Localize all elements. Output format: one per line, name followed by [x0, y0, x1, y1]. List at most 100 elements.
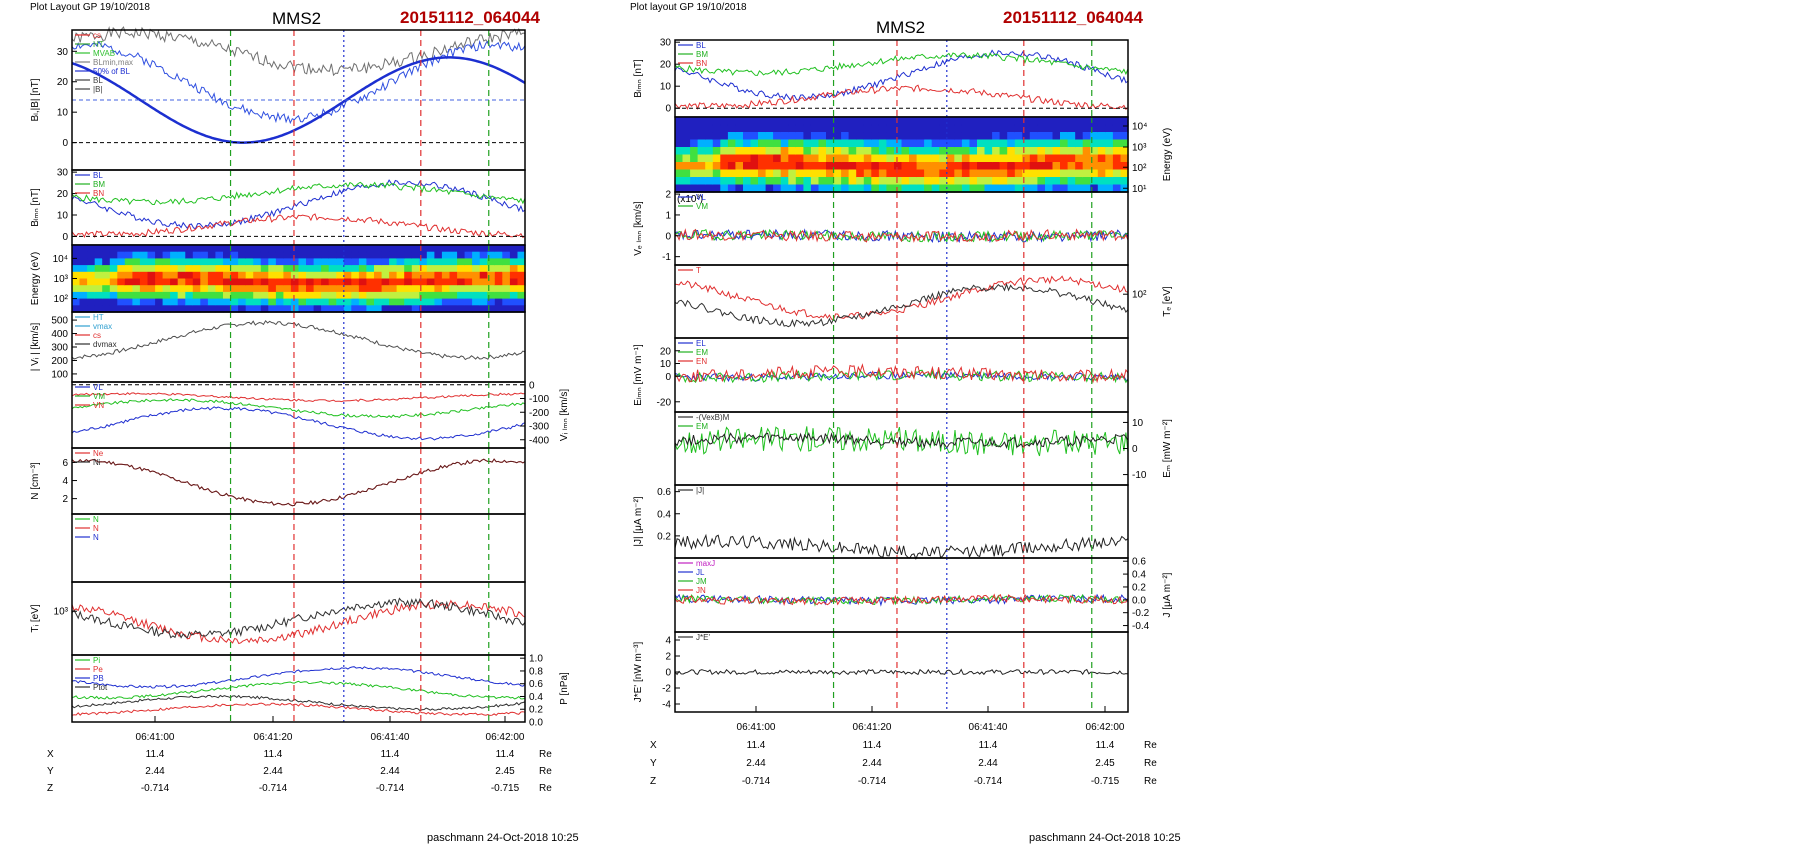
x-tick-label: 06:41:40 — [969, 722, 1008, 733]
panel-frame — [674, 484, 1129, 559]
x-tick-label: 06:41:40 — [371, 732, 410, 743]
coord-value: -0.714 — [376, 783, 405, 794]
series-bl — [71, 179, 526, 230]
y-tick-label: 20 — [660, 60, 672, 71]
y-tick-label: 0 — [665, 668, 671, 679]
series-em — [674, 426, 1129, 457]
y-axis-label: N [cm⁻³] — [30, 462, 41, 500]
coord-value: -0.714 — [974, 776, 1003, 787]
panel-spec_e: 10¹ 10² 10³ 10⁴ Energy (eV) — [674, 116, 1173, 195]
y-tick-label: 10³ — [54, 274, 69, 285]
coord-unit: Re — [1144, 740, 1157, 751]
y-axis-label: Vᵢ ₗₘₙ [km/s] — [559, 389, 570, 442]
y-tick-label: 10 — [660, 359, 672, 370]
legend-label: maxJ — [696, 559, 715, 568]
y-tick-label: -4 — [662, 700, 671, 711]
y-tick-label: -400 — [529, 435, 549, 446]
legend-label: JM — [696, 577, 707, 586]
y-tick-label: 20 — [57, 189, 69, 200]
y-tick-label: 0.4 — [529, 692, 543, 703]
y-axis-label: P [nPa] — [559, 672, 570, 705]
coord-value: 11.4 — [496, 749, 515, 760]
y-tick-label: 0.2 — [657, 531, 671, 542]
y-tick-label: 2 — [665, 652, 671, 663]
y-tick-label: 0.2 — [1132, 582, 1146, 593]
series-ti-par — [71, 599, 526, 645]
legend-label: vmax — [93, 322, 112, 331]
legend-label: EM — [696, 422, 708, 431]
series-vn — [674, 228, 1129, 243]
y-tick-label: 0 — [62, 138, 68, 149]
legend-label: T — [696, 266, 701, 275]
series--b- — [71, 25, 526, 77]
scale-note: (x10³) — [677, 194, 703, 205]
x-tick-label: 06:41:00 — [136, 732, 175, 743]
series-te-par — [674, 275, 1129, 321]
legend-label: MVAB — [93, 49, 115, 58]
coord-unit: Re — [539, 749, 552, 760]
series-ne — [71, 458, 526, 507]
y-tick-label: 10² — [1132, 290, 1147, 301]
y-tick-label: 0 — [665, 231, 671, 242]
legend-label: PB — [93, 674, 104, 683]
legend-label: cs — [93, 331, 101, 340]
legend-label: dvmax — [93, 340, 117, 349]
series-jm — [674, 593, 1129, 607]
coord-name: Z — [47, 783, 53, 794]
panel-frame — [674, 411, 1129, 486]
legend-label: BM — [93, 180, 105, 189]
y-tick-label: 10³ — [1132, 143, 1147, 154]
series-vn — [71, 392, 526, 403]
y-axis-label: Eₗₘₙ [mV m⁻¹] — [633, 344, 644, 406]
series-ptot — [71, 694, 526, 712]
series--vi- — [71, 319, 526, 361]
coord-value: 2.45 — [495, 766, 515, 777]
coord-name: Z — [650, 776, 656, 787]
y-tick-label: 0 — [1132, 444, 1138, 455]
legend-label: Pe — [93, 665, 103, 674]
legend-label: J*E' — [696, 633, 710, 642]
legend-label: Pi — [93, 656, 100, 665]
panel-nv: NNN — [71, 513, 526, 583]
coord-value: 11.4 — [979, 740, 998, 751]
coord-value: -0.714 — [858, 776, 887, 787]
y-tick-label: 30 — [57, 168, 69, 179]
left-layout-label: Plot Layout GP 19/10/2018 — [30, 2, 150, 13]
coord-unit: Re — [539, 783, 552, 794]
panel-frame — [71, 581, 526, 656]
coord-unit: Re — [1144, 758, 1157, 769]
y-axis-label: Vₑ ₗₘₙ [km/s] — [633, 201, 644, 256]
legend-label: |J| — [696, 486, 704, 495]
panel-frame — [71, 311, 526, 383]
y-axis-label: Energy (eV) — [30, 252, 41, 305]
x-tick-label: 06:41:20 — [254, 732, 293, 743]
y-tick-label: -200 — [529, 408, 549, 419]
legend-label: BM — [696, 50, 708, 59]
y-tick-label: 500 — [51, 316, 68, 327]
y-tick-label: 300 — [51, 343, 68, 354]
legend-label: N — [93, 533, 99, 542]
legend-label: 50% of BL — [93, 67, 130, 76]
coord-value: 11.4 — [146, 749, 165, 760]
y-tick-label: 100 — [51, 369, 68, 380]
y-axis-label: Eₘ [mW m⁻²] — [1162, 419, 1173, 478]
series-bm — [674, 51, 1129, 76]
series-em — [674, 369, 1129, 384]
y-tick-label: -20 — [657, 397, 672, 408]
y-tick-label: 10² — [54, 294, 69, 305]
legend-label: Ne — [93, 449, 104, 458]
y-tick-label: 10 — [57, 211, 69, 222]
series-ni — [71, 458, 526, 507]
panel-frame — [71, 513, 526, 583]
y-tick-label: 2 — [62, 494, 68, 505]
legend-label: JN — [696, 586, 706, 595]
x-tick-label: 06:41:20 — [853, 722, 892, 733]
legend-label: VM — [696, 202, 708, 211]
y-tick-label: -100 — [529, 394, 549, 405]
y-axis-label: Bₗ,|B| [nT] — [30, 78, 41, 121]
y-tick-label: 200 — [51, 356, 68, 367]
series-vl — [71, 406, 526, 441]
